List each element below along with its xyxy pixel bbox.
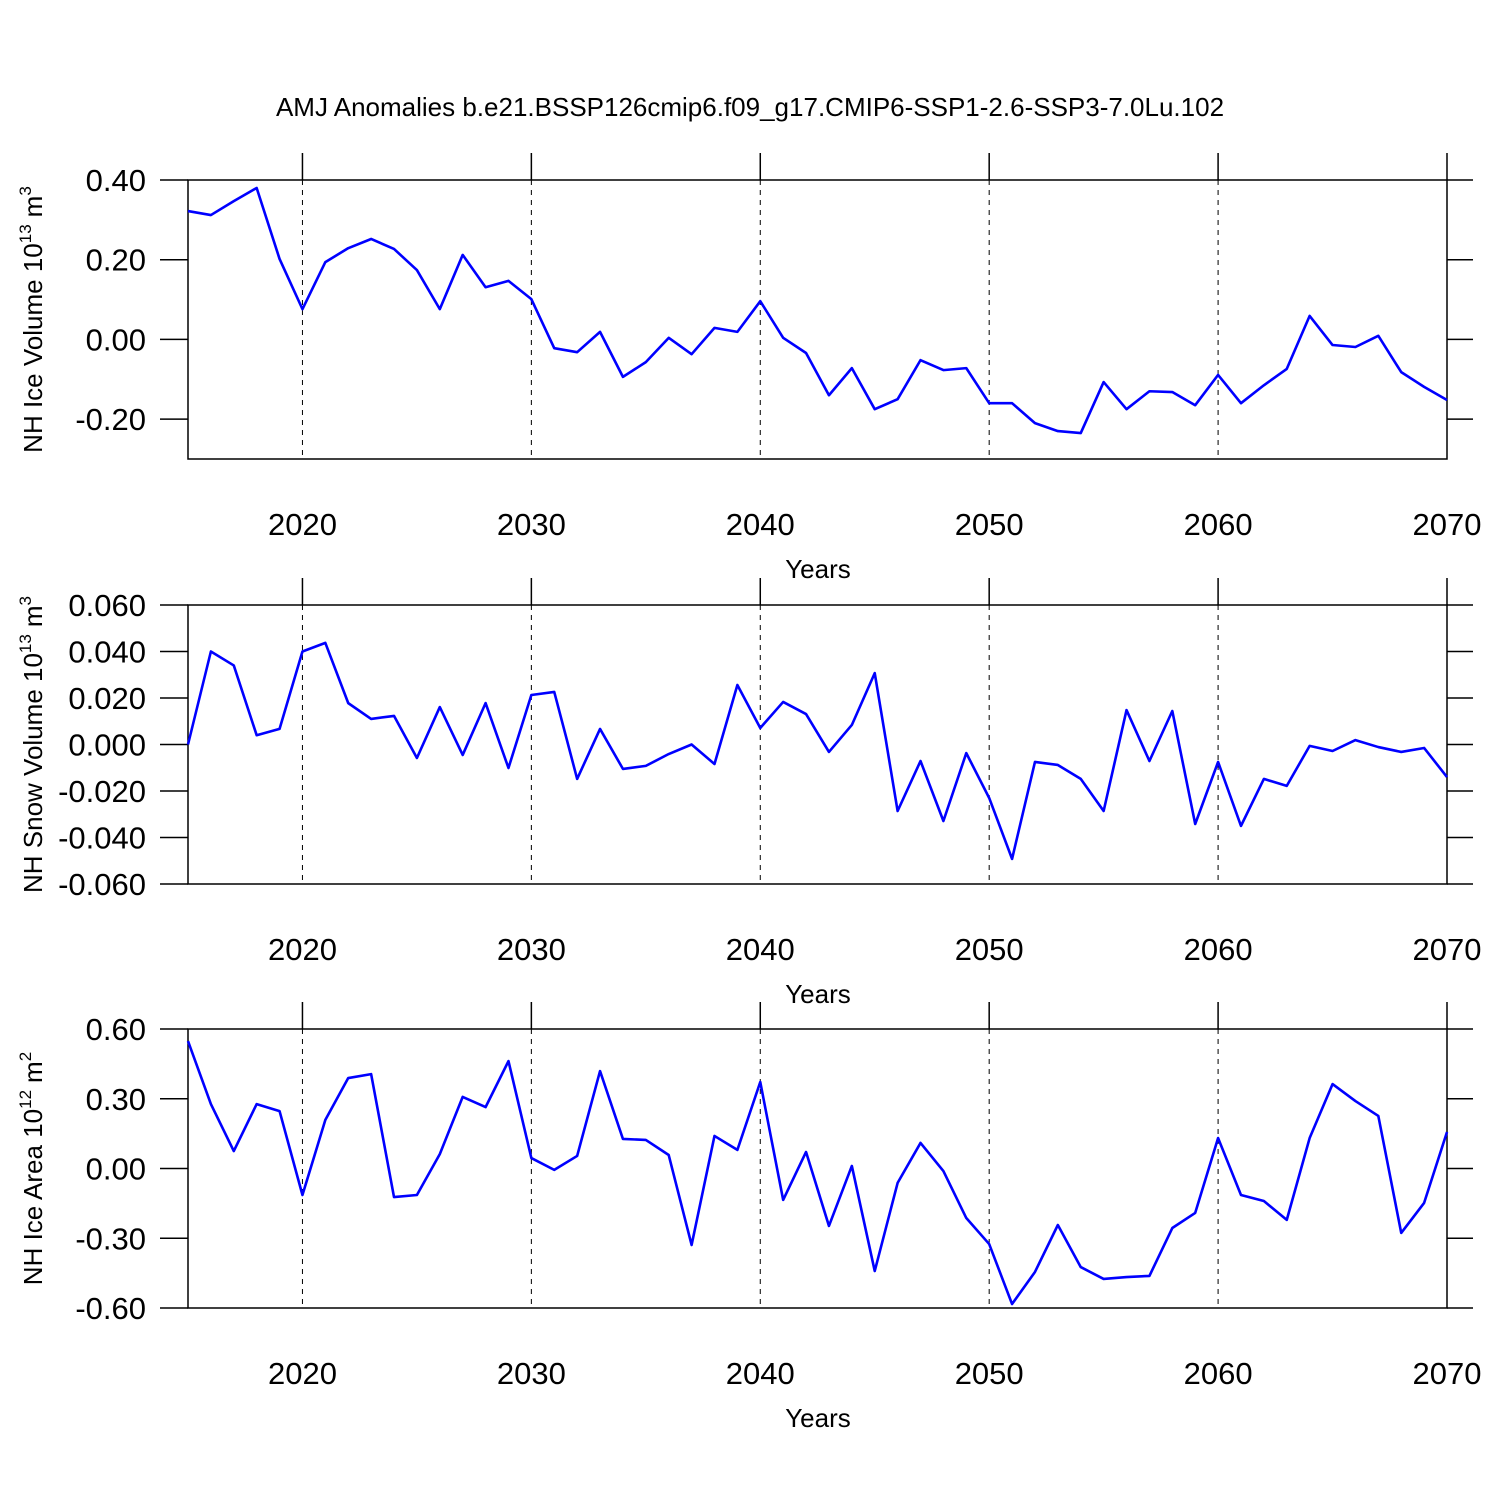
x-axis-title: Years: [785, 979, 851, 1009]
y-axis-title-exponent: 13: [16, 634, 35, 653]
x-tick-label: 2050: [955, 932, 1024, 967]
panel: AMJ Anomalies b.e21.BSSP126cmip6.f09_g17…: [16, 92, 1481, 584]
y-axis-title: NH Ice Volume 1013 m3: [16, 186, 48, 453]
x-tick-label: 2070: [1413, 507, 1482, 542]
y-tick-label: -0.20: [75, 402, 146, 437]
y-tick-label: 0.60: [86, 1012, 146, 1047]
x-tick-label: 2060: [1184, 932, 1253, 967]
y-axis-title-unit: m: [18, 196, 48, 218]
y-axis-title-text: NH Ice Area 10: [18, 1109, 48, 1285]
x-tick-label: 2030: [497, 507, 566, 542]
x-tick-label: 2070: [1413, 1356, 1482, 1391]
y-axis-title-text: NH Snow Volume 10: [18, 653, 48, 893]
y-axis-title-unit-exponent: 3: [16, 596, 35, 605]
y-tick-label: -0.060: [58, 867, 146, 902]
x-tick-label: 2040: [726, 932, 795, 967]
panel: 2020 2030 2040 2050 2060 2070 -0.060 -0.040 -0.0…: [16, 578, 1481, 1009]
x-tick-label: 2020: [268, 507, 337, 542]
y-tick-label: 0.20: [86, 243, 146, 278]
y-tick-label: 0.020: [68, 681, 146, 716]
y-axis-title-exponent: 13: [16, 224, 35, 243]
y-tick-label: 0.00: [86, 1152, 146, 1187]
x-tick-label: 2020: [268, 1356, 337, 1391]
y-tick-label: 0.040: [68, 635, 146, 670]
panel: 2020 2030 2040 2050 2060 2070 -0.60 -0.30 0.00 0.…: [16, 1002, 1481, 1433]
data-line: [186, 1040, 1449, 1306]
y-axis-title-exponent: 12: [16, 1090, 35, 1109]
data-line: [187, 186, 1448, 435]
y-tick-label: -0.040: [58, 821, 146, 856]
y-tick-label: -0.60: [75, 1291, 146, 1326]
x-tick-label: 2060: [1184, 1356, 1253, 1391]
plot-frame: [187, 1028, 1448, 1309]
y-tick-label: 0.000: [68, 728, 146, 763]
x-tick-label: 2020: [268, 932, 337, 967]
x-axis-title: Years: [785, 554, 851, 584]
chart-title: AMJ Anomalies b.e21.BSSP126cmip6.f09_g17…: [276, 92, 1224, 122]
y-axis-title-unit-exponent: 2: [16, 1052, 35, 1061]
x-axis-title: Years: [785, 1403, 851, 1433]
y-axis-title: NH Snow Volume 1013 m3: [16, 596, 48, 893]
y-axis-title-text: NH Ice Volume 10: [18, 243, 48, 453]
x-tick-label: 2050: [955, 507, 1024, 542]
y-tick-label: 0.060: [68, 588, 146, 623]
x-tick-label: 2050: [955, 1356, 1024, 1391]
y-axis-title-unit: m: [18, 605, 48, 627]
x-tick-label: 2030: [497, 932, 566, 967]
y-tick-label: 0.00: [86, 322, 146, 357]
y-tick-label: -0.30: [75, 1221, 146, 1256]
x-tick-label: 2030: [497, 1356, 566, 1391]
y-axis-title-unit-exponent: 3: [16, 186, 35, 195]
y-tick-label: -0.020: [58, 774, 146, 809]
x-tick-label: 2040: [726, 1356, 795, 1391]
y-axis-title-unit: m: [18, 1061, 48, 1083]
x-tick-label: 2060: [1184, 507, 1253, 542]
y-tick-label: 0.40: [86, 163, 146, 198]
plot-frame: [187, 179, 1448, 460]
data-line: [186, 641, 1449, 861]
x-tick-label: 2070: [1413, 932, 1482, 967]
x-tick-label: 2040: [726, 507, 795, 542]
y-tick-label: 0.30: [86, 1082, 146, 1117]
y-axis-title: NH Ice Area 1012 m2: [16, 1052, 48, 1285]
